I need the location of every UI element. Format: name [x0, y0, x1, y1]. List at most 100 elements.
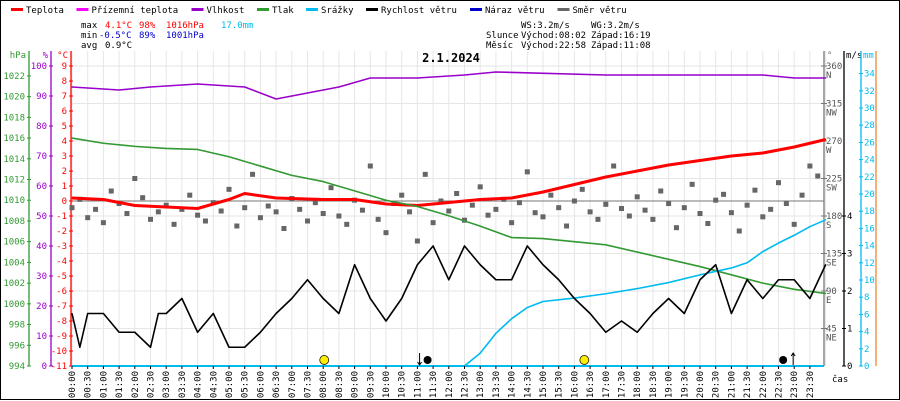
series-point-pressure	[793, 288, 795, 290]
direction-point	[619, 206, 624, 212]
axis-tick-label: 9	[62, 62, 67, 72]
axis-tick-label: 180	[826, 212, 842, 222]
series-point-temperature	[605, 176, 607, 178]
series-point-rain	[668, 281, 670, 284]
series-point-wind	[259, 331, 261, 333]
axis-tick-label: -8	[56, 317, 67, 327]
series-point-wind	[244, 346, 246, 348]
stats-max-press: 1016hPa	[166, 21, 204, 31]
direction-point	[155, 209, 161, 215]
axis-tick-label: 1008	[3, 217, 25, 227]
series-point-rain	[636, 288, 638, 290]
direction-point	[257, 215, 263, 221]
series-point-wind	[573, 297, 576, 300]
series-point-humidity	[149, 86, 152, 88]
axis-tick-label: 1014	[3, 155, 25, 165]
stats-max-hum: 98%	[139, 21, 156, 31]
axis-tick-label: 70	[36, 152, 47, 162]
axis-tick-label: -9	[56, 332, 67, 342]
series-point-pressure	[134, 145, 136, 147]
x-tick-label: 09:30	[366, 371, 376, 398]
direction-point	[642, 207, 648, 213]
axis-tick-label: 4	[847, 212, 852, 222]
x-tick-label: 09:00	[351, 371, 361, 398]
series-point-pressure	[71, 137, 73, 139]
stats-max-rain: 17.0mm	[221, 21, 254, 31]
sunrise-icon	[319, 355, 330, 365]
x-tick-label: 20:00	[696, 371, 706, 398]
x-tick-label: 00:30	[84, 371, 94, 398]
direction-point	[250, 171, 256, 177]
x-tick-label: 17:00	[602, 371, 612, 398]
direction-point	[752, 187, 758, 193]
legend-label: Přízemní teplota	[92, 6, 179, 16]
moonset-arrow-icon	[417, 353, 423, 366]
stats-ws: WS:3.2m/s	[521, 21, 570, 31]
direction-point	[595, 216, 601, 222]
legend-swatch-6	[470, 8, 482, 11]
direction-point	[140, 195, 146, 201]
direction-point	[375, 216, 381, 222]
series-point-rain	[777, 242, 780, 244]
series-point-wind	[605, 331, 607, 333]
legend-label: Teplota	[26, 6, 64, 16]
sunset-icon	[579, 355, 590, 365]
series-point-temperature	[71, 197, 73, 199]
series-point-humidity	[605, 74, 607, 76]
axis-unit-temperature: °C	[57, 51, 68, 61]
axis-tick-label: 90	[36, 92, 47, 102]
series-point-temperature	[244, 192, 246, 195]
axis-tick-label: 8	[62, 77, 67, 87]
direction-point	[548, 192, 554, 198]
axis-tick-label: 8	[864, 293, 869, 303]
stats-max-label: max	[81, 21, 98, 31]
compass-label: E	[826, 296, 831, 306]
series-point-wind	[134, 331, 136, 333]
series-point-pressure	[636, 251, 638, 253]
axis-tick-label: 1016	[3, 134, 25, 144]
x-tick-label: 19:30	[680, 371, 690, 398]
direction-point	[187, 192, 193, 198]
series-point-pressure	[605, 244, 607, 246]
x-tick-label: 10:30	[398, 371, 408, 398]
axis-tick-label: 60	[36, 182, 47, 192]
series-point-pressure	[699, 265, 701, 268]
x-axis-label: čas	[832, 374, 848, 385]
x-tick-label: 21:00	[727, 371, 737, 398]
sun-label: Slunce	[486, 31, 519, 41]
axis-tick-label: 1022	[3, 72, 25, 82]
moon-icon	[779, 356, 788, 364]
axis-tick-label: 6	[62, 107, 67, 117]
series-point-rain	[542, 300, 544, 303]
axis-unit-rain: mm	[863, 51, 874, 61]
series-point-temperature	[354, 198, 356, 201]
series-point-wind	[636, 331, 638, 333]
axis-tick-label: -5	[56, 272, 67, 282]
axis-tick-label: 45	[826, 325, 837, 335]
direction-point	[93, 206, 99, 212]
x-tick-label: 15:30	[555, 371, 565, 398]
direction-point	[69, 205, 75, 211]
x-tick-label: 12:00	[445, 371, 455, 398]
stats-avg-temp: 0.9°C	[105, 41, 132, 51]
direction-point	[320, 211, 326, 217]
compass-label: NW	[826, 109, 837, 119]
series-point-wind	[730, 312, 733, 315]
x-tick-label: 23:30	[806, 371, 816, 398]
axis-unit-direction: °	[827, 51, 832, 61]
series-point-wind	[354, 264, 356, 266]
direction-point	[776, 180, 781, 186]
stats-min-hum: 89%	[139, 31, 156, 41]
series-point-wind	[165, 312, 167, 315]
series-point-wind	[79, 346, 81, 348]
direction-point	[218, 208, 224, 214]
series-point-wind	[526, 245, 528, 247]
axis-tick-label: 1018	[3, 113, 25, 123]
direction-point	[226, 186, 232, 192]
axis-tick-label: 3	[847, 250, 852, 260]
x-tick-label: 01:30	[115, 371, 125, 398]
compass-label: N	[826, 71, 831, 81]
x-tick-label: 05:30	[241, 371, 251, 398]
series-point-temperature	[699, 159, 701, 162]
